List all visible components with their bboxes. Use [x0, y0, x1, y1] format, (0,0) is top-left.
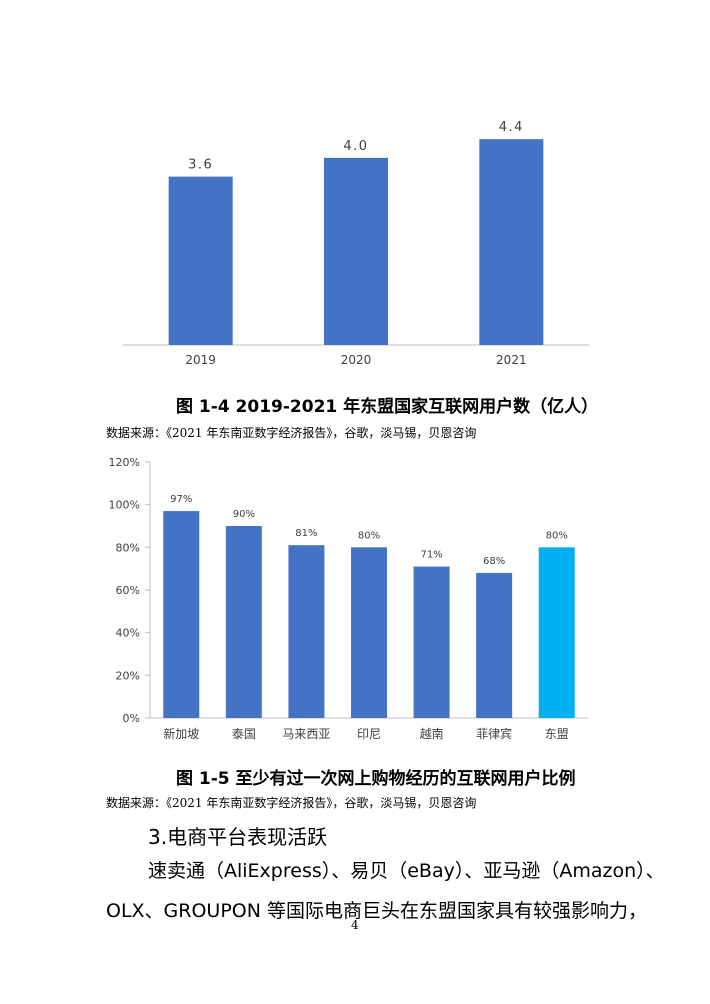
data-label-6: 80% [546, 530, 568, 541]
y-tick-label-0: 0% [123, 712, 140, 725]
data-label-3: 80% [358, 530, 380, 541]
data-label-5: 68% [483, 556, 505, 567]
bar-3 [351, 547, 387, 718]
page-number: 4 [351, 918, 359, 932]
y-tick-label-3: 60% [116, 584, 140, 597]
data-label-0: 97% [170, 494, 192, 505]
body-paragraph-line-2: OLX、GROUPON 等国际电商巨头在东盟国家具有较强影响力， [106, 900, 648, 922]
bar-6 [538, 547, 575, 718]
data-label-4: 71% [420, 550, 442, 561]
data-label-2020: 4.0 [343, 139, 368, 154]
figure-1-5-source: 数据来源：《2021 年东南亚数字经济报告》，谷歌，淡马锡，贝恩咨询 [106, 796, 477, 810]
bar-2020 [324, 157, 388, 345]
x-tick-label-6: 东盟 [545, 727, 569, 741]
chart-online-shopping-ratio: 0% 20% 40% 60% 80% 100% 120% 97% 新加坡 90% 泰国 81% 马来西亚… [109, 456, 588, 741]
section-heading: 3.电商平台表现活跃 [148, 825, 328, 849]
x-tick-label-5: 菲律宾 [476, 726, 512, 741]
y-tick-label-1: 20% [116, 669, 140, 682]
x-tick-label-0: 新加坡 [163, 726, 199, 741]
figure-1-5-caption: 图 1-5 至少有过一次网上购物经历的互联网用户比例 [176, 769, 576, 789]
x-tick-label-2019: 2019 [185, 353, 216, 367]
data-label-2021: 4.4 [499, 120, 524, 135]
y-tick-label-5: 100% [109, 499, 140, 512]
x-tick-label-2: 马来西亚 [282, 727, 330, 741]
bar-0 [163, 511, 200, 718]
bar-2019 [168, 176, 233, 345]
x-tick-label-2020: 2020 [341, 353, 372, 367]
bar-4 [413, 566, 450, 718]
y-tick-label-4: 80% [116, 541, 140, 554]
bar-5 [476, 572, 513, 718]
chart-internet-users: 3.6 2019 4.0 2020 4.4 2021 [123, 120, 589, 367]
x-tick-label-2021: 2021 [496, 353, 527, 367]
body-paragraph-line-1: 速卖通（AliExpress）、易贝（eBay）、亚马逊（Amazon）、 [148, 860, 665, 882]
y-tick-label-6: 120% [109, 456, 140, 469]
x-tick-label-3: 印尼 [357, 727, 381, 741]
data-label-2019: 3.6 [188, 158, 213, 173]
y-tick-label-2: 40% [116, 627, 140, 640]
x-tick-label-4: 越南 [420, 726, 444, 741]
data-label-2: 81% [295, 528, 317, 539]
x-tick-label-1: 泰国 [232, 727, 256, 741]
bar-2021 [479, 139, 544, 345]
figure-1-4-caption: 图 1-4 2019-2021 年东盟国家互联网用户数（亿人） [176, 397, 599, 417]
bar-1 [225, 526, 262, 718]
figure-1-4-source: 数据来源：《2021 年东南亚数字经济报告》，谷歌，淡马锡，贝恩咨询 [106, 426, 477, 440]
data-label-1: 90% [233, 509, 255, 520]
bar-2 [288, 545, 325, 718]
